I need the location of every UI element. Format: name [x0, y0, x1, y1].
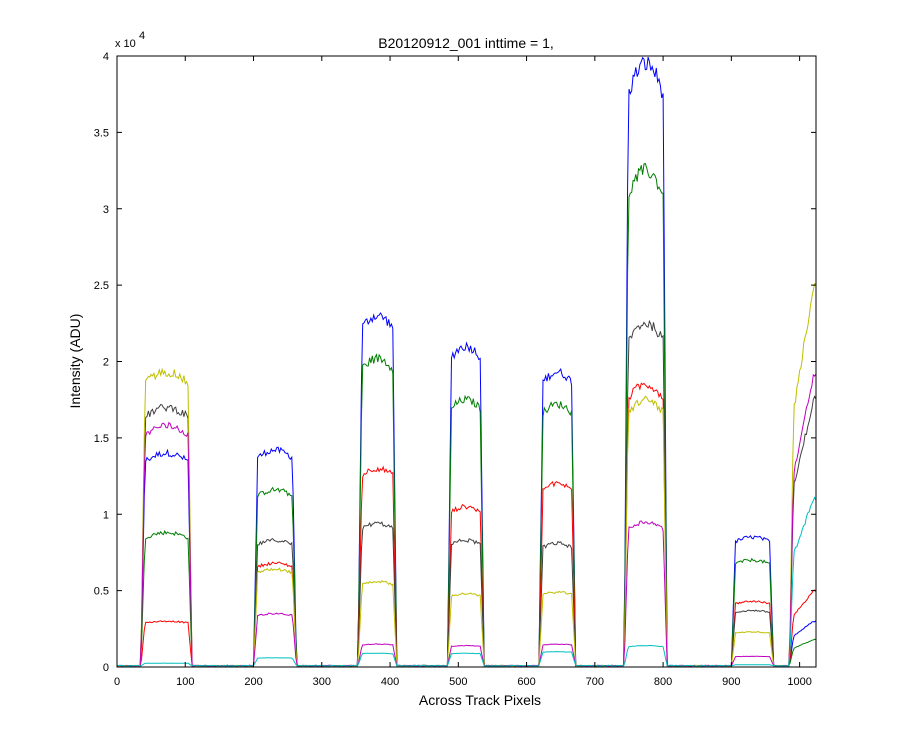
x-tick-label: 800 [654, 676, 672, 688]
x-tick-label: 200 [244, 676, 262, 688]
y-tick-label: 0 [103, 662, 109, 674]
x-tick-label: 100 [176, 676, 194, 688]
x-tick-label: 700 [586, 676, 604, 688]
series-line-7 [116, 496, 817, 667]
y-tick-label: 4 [103, 51, 109, 63]
y-tick-label: 2.5 [94, 280, 109, 292]
y-tick-label: 1.5 [94, 433, 109, 445]
y-tick-label: 2 [103, 357, 109, 369]
x-tick-label: 500 [449, 676, 467, 688]
chart-title: B20120912_001 inttime = 1, [378, 35, 554, 51]
y-exponent: 4 [139, 30, 145, 42]
tick-layer: 0 100 200 300 400 500 600 700 800 900 1000 0 0.5 1 1.5… [94, 51, 816, 688]
x-tick-label: 600 [517, 676, 535, 688]
x-tick-label: 1000 [787, 676, 811, 688]
y-tick-label: 3 [103, 204, 109, 216]
x-tick-label: 900 [722, 676, 740, 688]
y-axis-label: Intensity (ADU) [67, 314, 83, 409]
y-tick-label: 1 [103, 509, 109, 521]
x-tick-label: 300 [313, 676, 331, 688]
y-exponent-prefix: x 10 [115, 38, 136, 50]
plot-area [117, 56, 816, 667]
x-tick-label: 0 [114, 676, 120, 688]
series-layer [116, 56, 817, 667]
x-tick-label: 400 [381, 676, 399, 688]
y-tick-label: 0.5 [94, 586, 109, 598]
x-axis-label: Across Track Pixels [419, 692, 541, 708]
y-tick-label: 3.5 [94, 127, 109, 139]
